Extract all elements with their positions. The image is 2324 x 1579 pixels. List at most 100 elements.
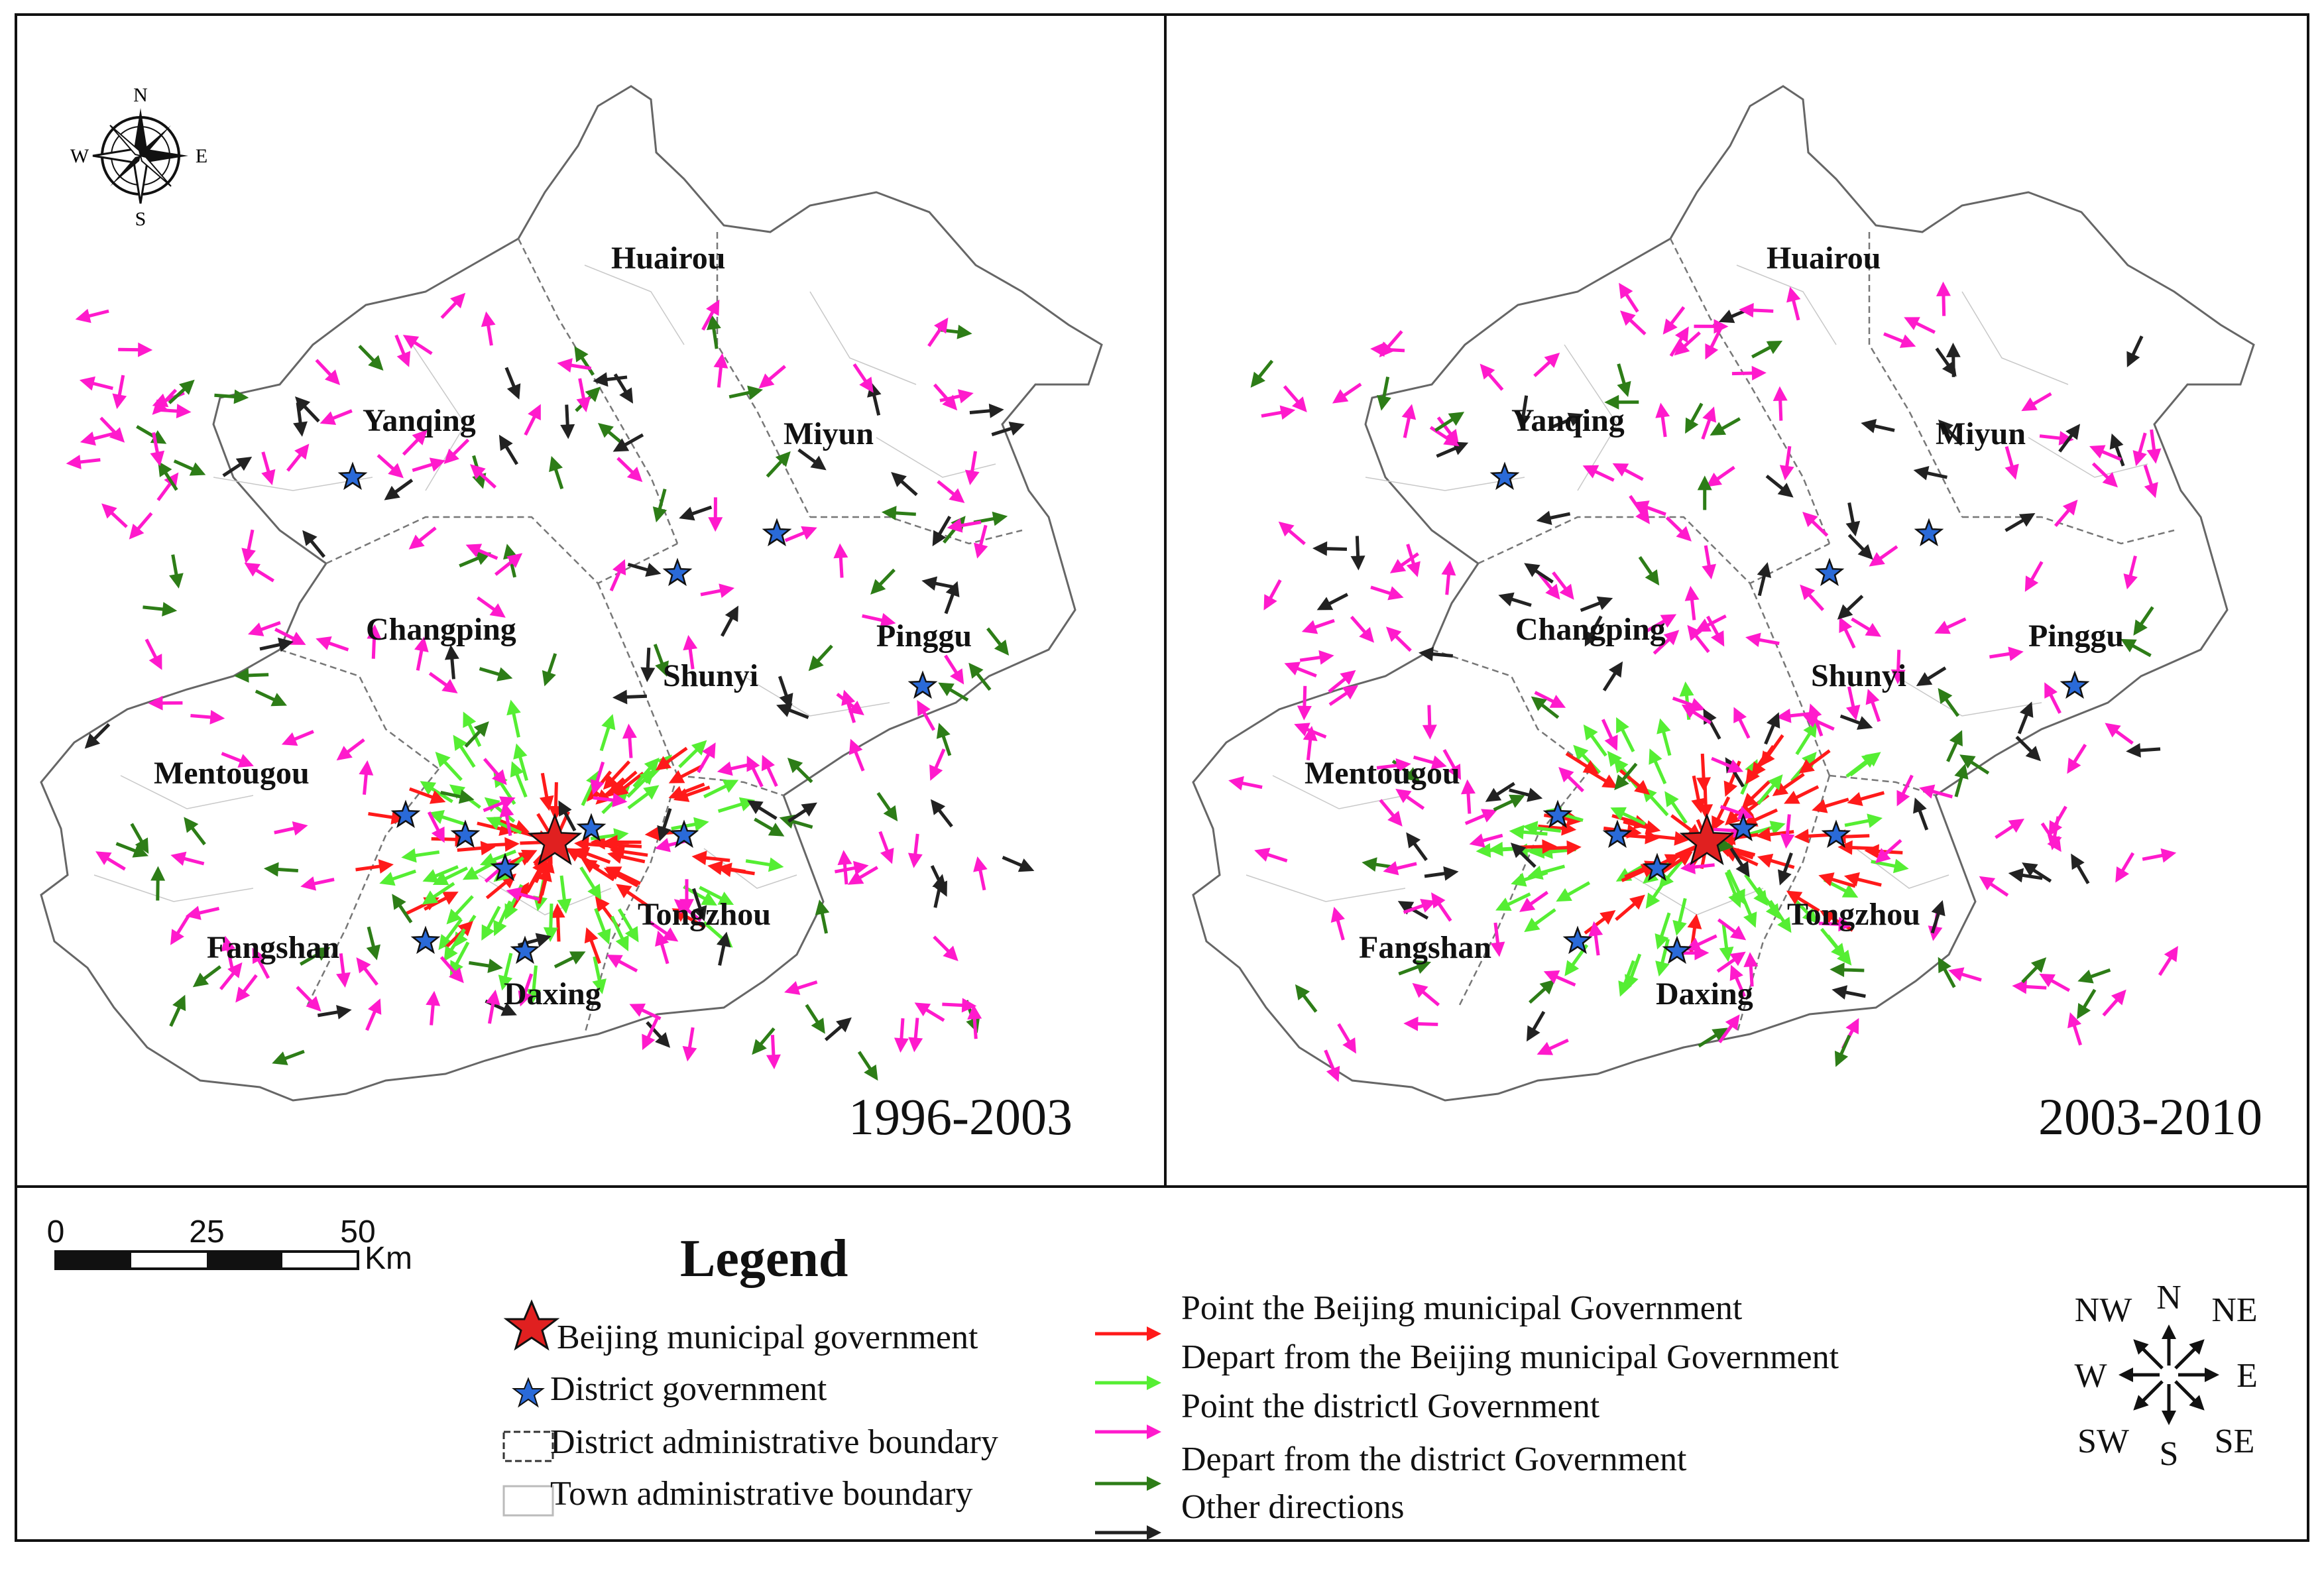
arrow-to-district-head bbox=[1302, 620, 1318, 634]
arrow-to-district-head bbox=[1979, 876, 1995, 890]
label-changping: Changping bbox=[366, 612, 516, 647]
legend-district-boundary: District administrative boundary bbox=[550, 1423, 998, 1462]
arrow-to-district-head bbox=[1332, 389, 1348, 403]
arrow-to-district-head bbox=[1387, 586, 1403, 600]
map-canvas-right: Huairou Yanqing Miyun Changping Pinggu S… bbox=[1167, 13, 2309, 1185]
label-shunyi: Shunyi bbox=[1811, 658, 1906, 693]
period-label-right: 2003-2010 bbox=[2038, 1087, 2262, 1147]
arrow-from-district-head bbox=[2077, 970, 2093, 984]
legend-arrow-0-head bbox=[1147, 1326, 1161, 1341]
arrow-to-district-head bbox=[908, 1037, 923, 1052]
legend-arrow-3-head bbox=[1147, 1476, 1161, 1491]
map-panel-2003-2010: Huairou Yanqing Miyun Changping Pinggu S… bbox=[1167, 13, 2309, 1185]
scale-tick-25: 25 bbox=[189, 1214, 224, 1250]
legend-arrow-other: Other directions bbox=[1181, 1488, 1404, 1527]
arrow-from-district-head bbox=[169, 573, 184, 589]
arrow-other-head bbox=[2126, 743, 2141, 758]
legend-arrow-1-head bbox=[1147, 1375, 1161, 1390]
legend-arrow-from-district: Depart from the district Government bbox=[1181, 1440, 1686, 1479]
legend-arrow-to-district: Point the districtl Government bbox=[1181, 1387, 1599, 1426]
direction-label-ne: NE bbox=[2211, 1291, 2257, 1329]
arrow-to-district-head bbox=[973, 856, 988, 872]
label-miyun: Miyun bbox=[1936, 416, 2026, 451]
map-panel-1996-2003: N S E W Huairou Yanqing Miyun Changping … bbox=[15, 13, 1167, 1185]
label-changping: Changping bbox=[1515, 612, 1666, 647]
arrow-to-district-head bbox=[908, 853, 923, 868]
legend-municipal-gov: Beijing municipal government bbox=[557, 1318, 978, 1357]
arrow-to-district-head bbox=[66, 455, 82, 469]
map-canvas-left: N S E W Huairou Yanqing Miyun Changping … bbox=[15, 13, 1164, 1185]
direction-label-se: SE bbox=[2215, 1423, 2255, 1460]
arrow-to-district-head bbox=[2105, 723, 2121, 738]
arrow-from-district-head bbox=[937, 723, 951, 738]
light-box-icon bbox=[504, 1486, 553, 1515]
scale-unit: Km bbox=[365, 1241, 412, 1276]
legend-arrow-from-municipal: Depart from the Beijing municipal Govern… bbox=[1181, 1338, 1839, 1377]
arrow-other-head bbox=[1351, 556, 1365, 570]
label-yanqing: Yanqing bbox=[363, 403, 476, 438]
arrow-to-district-head bbox=[1407, 561, 1421, 577]
arrow-to-district-head bbox=[138, 343, 152, 357]
scale-bar: 0 25 50 Km bbox=[41, 1208, 505, 1301]
direction-label-w: W bbox=[2074, 1357, 2107, 1395]
legend-arrow-4-head bbox=[1147, 1525, 1161, 1540]
beijing-outline bbox=[41, 86, 1102, 1100]
label-tongzhou: Tongzhou bbox=[1787, 897, 1920, 932]
legend-arrow-2-head bbox=[1147, 1425, 1161, 1439]
label-huairou: Huairou bbox=[1767, 241, 1881, 276]
compass-n-label: N bbox=[133, 84, 148, 106]
arrow-to-district-head bbox=[1390, 559, 1406, 573]
arrow-to-district-head bbox=[80, 377, 95, 390]
arrow-to-district-head bbox=[1370, 342, 1385, 357]
arrow-to-district-head bbox=[176, 404, 192, 418]
arrow-to-district-head bbox=[2161, 848, 2177, 863]
direction-label-nw: NW bbox=[2075, 1291, 2132, 1329]
compass-e-label: E bbox=[196, 145, 207, 167]
arrow-from-district-head bbox=[884, 805, 898, 821]
legend-town-boundary: Town administrative boundary bbox=[550, 1474, 973, 1513]
arrow-to-district-head bbox=[80, 432, 96, 445]
legend-area: 0 25 50 Km Legend Beijing municipal gove… bbox=[15, 1185, 2309, 1542]
label-mentougou: Mentougou bbox=[154, 756, 310, 791]
arrow-to-district-head bbox=[76, 309, 91, 323]
arrow-from-district-head bbox=[162, 602, 177, 616]
scale-tick-0: 0 bbox=[47, 1214, 65, 1250]
legend-arrow-to-municipal: Point the Beijing municipal Government bbox=[1181, 1289, 1742, 1328]
label-daxing: Daxing bbox=[504, 976, 601, 1012]
arrow-other-head bbox=[1009, 422, 1025, 436]
arrow-to-district-head bbox=[241, 548, 256, 563]
compass-w-label: W bbox=[70, 145, 89, 167]
arrow-to-district-head bbox=[1280, 406, 1296, 420]
arrow-other-head bbox=[932, 874, 946, 890]
legend-title: Legend bbox=[680, 1229, 848, 1289]
arrow-other-head bbox=[1312, 542, 1327, 556]
legend-arrow-icons bbox=[1088, 1287, 1168, 1579]
label-fangshan: Fangshan bbox=[1359, 930, 1491, 965]
arrow-to-district-head bbox=[1318, 650, 1334, 665]
direction-label-sw: SW bbox=[2077, 1423, 2129, 1460]
direction-arrow-w-head bbox=[2119, 1368, 2133, 1382]
legend-district-gov: District government bbox=[550, 1370, 827, 1409]
arrow-to-district-head bbox=[894, 1037, 909, 1053]
arrow-to-district-head bbox=[766, 1055, 781, 1070]
arrow-to-district-head bbox=[784, 981, 800, 995]
direction-label-e: E bbox=[2237, 1357, 2258, 1395]
dashed-box-icon bbox=[504, 1432, 553, 1461]
label-daxing: Daxing bbox=[1656, 976, 1753, 1012]
direction-arrow-n-head bbox=[2162, 1324, 2176, 1339]
label-miyun: Miyun bbox=[784, 416, 874, 451]
arrow-to-district-head bbox=[683, 1046, 697, 1061]
label-pinggu: Pinggu bbox=[876, 618, 972, 654]
label-mentougou: Mentougou bbox=[1305, 756, 1460, 791]
label-yanqing: Yanqing bbox=[1511, 403, 1625, 438]
arrow-other-head bbox=[2008, 868, 2024, 883]
small-blue-star-icon bbox=[514, 1379, 543, 1406]
label-tongzhou: Tongzhou bbox=[638, 897, 771, 932]
large-red-star-icon bbox=[506, 1302, 557, 1348]
compass-rose: N S E W bbox=[70, 84, 207, 230]
arrow-to-district-head bbox=[837, 850, 852, 865]
period-label-left: 1996-2003 bbox=[848, 1087, 1073, 1147]
direction-arrow-s-head bbox=[2162, 1411, 2176, 1425]
direction-arrow-e-head bbox=[2205, 1368, 2219, 1382]
